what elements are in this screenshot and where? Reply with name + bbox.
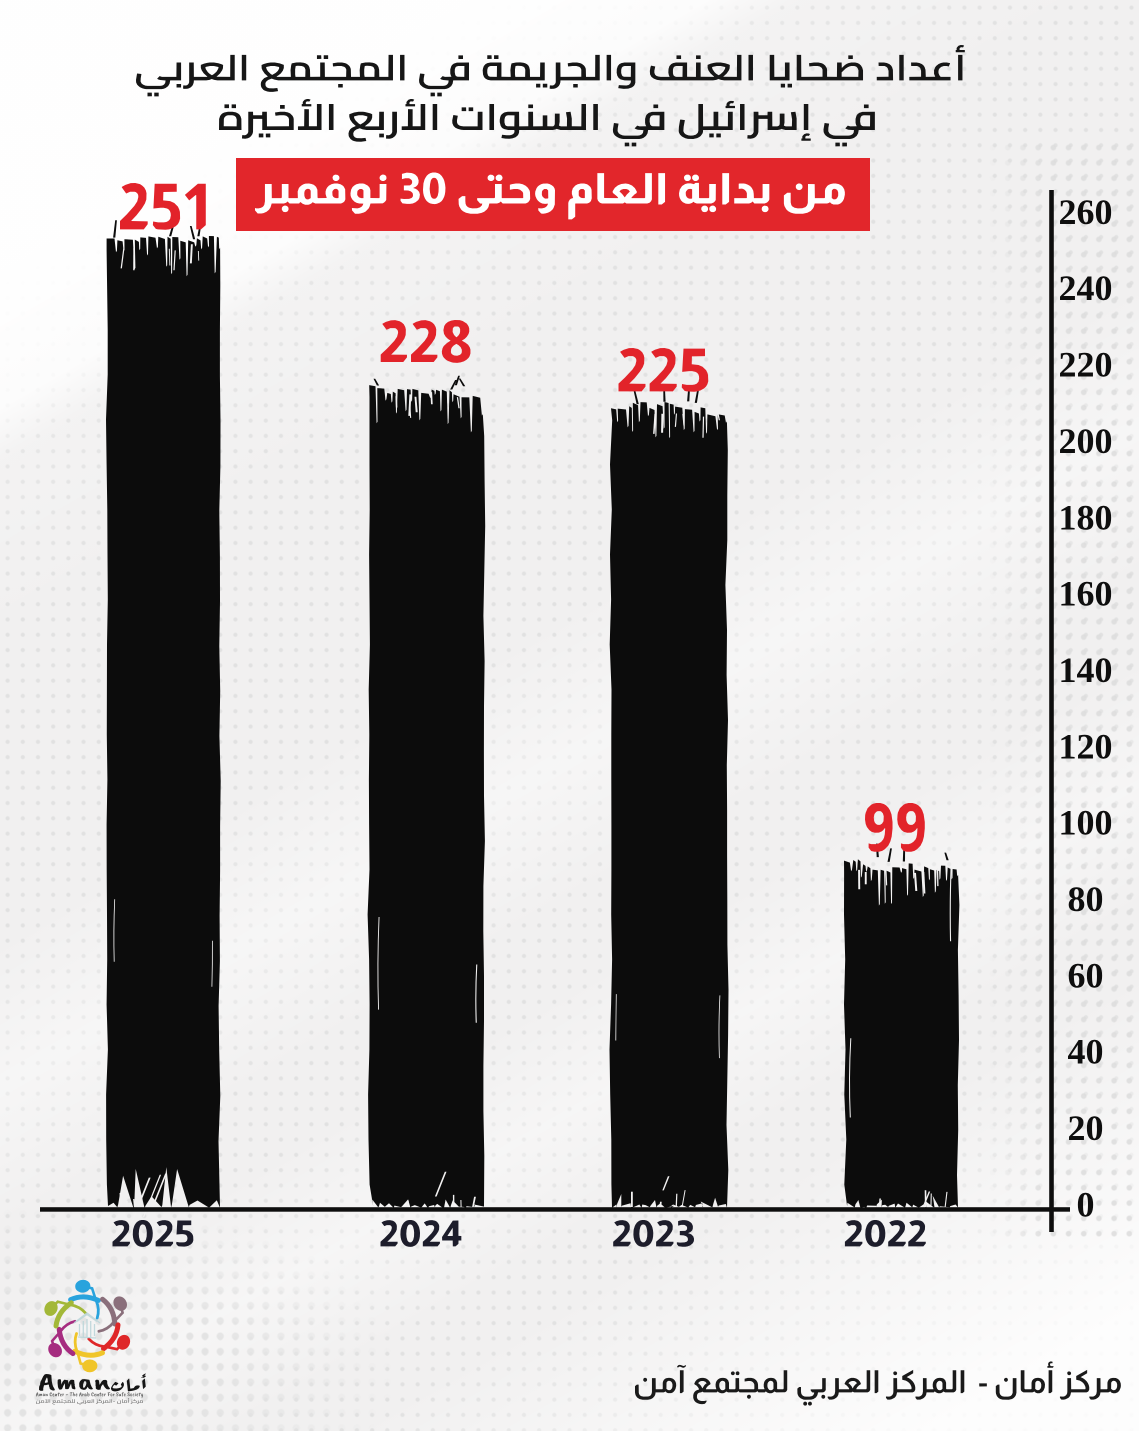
svg-text:40: 40	[1068, 1032, 1104, 1072]
svg-text:200: 200	[1059, 421, 1113, 461]
svg-text:220: 220	[1059, 345, 1113, 385]
svg-text:240: 240	[1059, 268, 1113, 308]
svg-text:180: 180	[1059, 497, 1113, 537]
svg-text:120: 120	[1059, 726, 1113, 766]
svg-text:0: 0	[1077, 1184, 1095, 1224]
svg-text:100: 100	[1059, 803, 1113, 843]
svg-text:60: 60	[1068, 955, 1104, 995]
svg-text:140: 140	[1059, 650, 1113, 690]
svg-text:160: 160	[1059, 574, 1113, 614]
svg-text:80: 80	[1068, 879, 1104, 919]
svg-text:20: 20	[1068, 1108, 1104, 1148]
svg-text:260: 260	[1059, 192, 1113, 232]
